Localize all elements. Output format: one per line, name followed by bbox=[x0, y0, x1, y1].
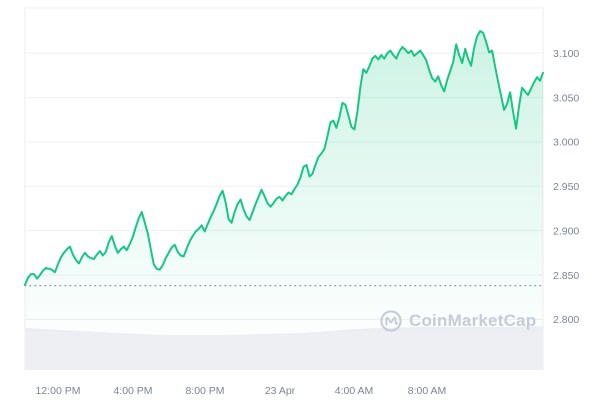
x-axis-label: 12:00 PM bbox=[36, 385, 81, 397]
volume-area bbox=[25, 326, 543, 370]
x-axis-label: 23 Apr bbox=[265, 385, 296, 397]
y-axis-label: 2.950 bbox=[553, 181, 579, 193]
y-axis-label: 3.100 bbox=[553, 48, 579, 60]
y-axis-label: 2.900 bbox=[553, 225, 579, 237]
y-axis-label: 3.000 bbox=[553, 137, 579, 149]
price-area-fill bbox=[25, 31, 543, 332]
x-axis-label: 4:00 PM bbox=[113, 385, 152, 397]
y-axis-label: 2.850 bbox=[553, 270, 579, 282]
price-line bbox=[24, 30, 544, 286]
x-axis-label: 8:00 AM bbox=[408, 385, 447, 397]
y-axis-label: 3.050 bbox=[553, 92, 579, 104]
x-axis-label: 4:00 AM bbox=[335, 385, 374, 397]
y-axis-label: 2.800 bbox=[553, 314, 579, 326]
x-axis-label: 8:00 PM bbox=[185, 385, 224, 397]
